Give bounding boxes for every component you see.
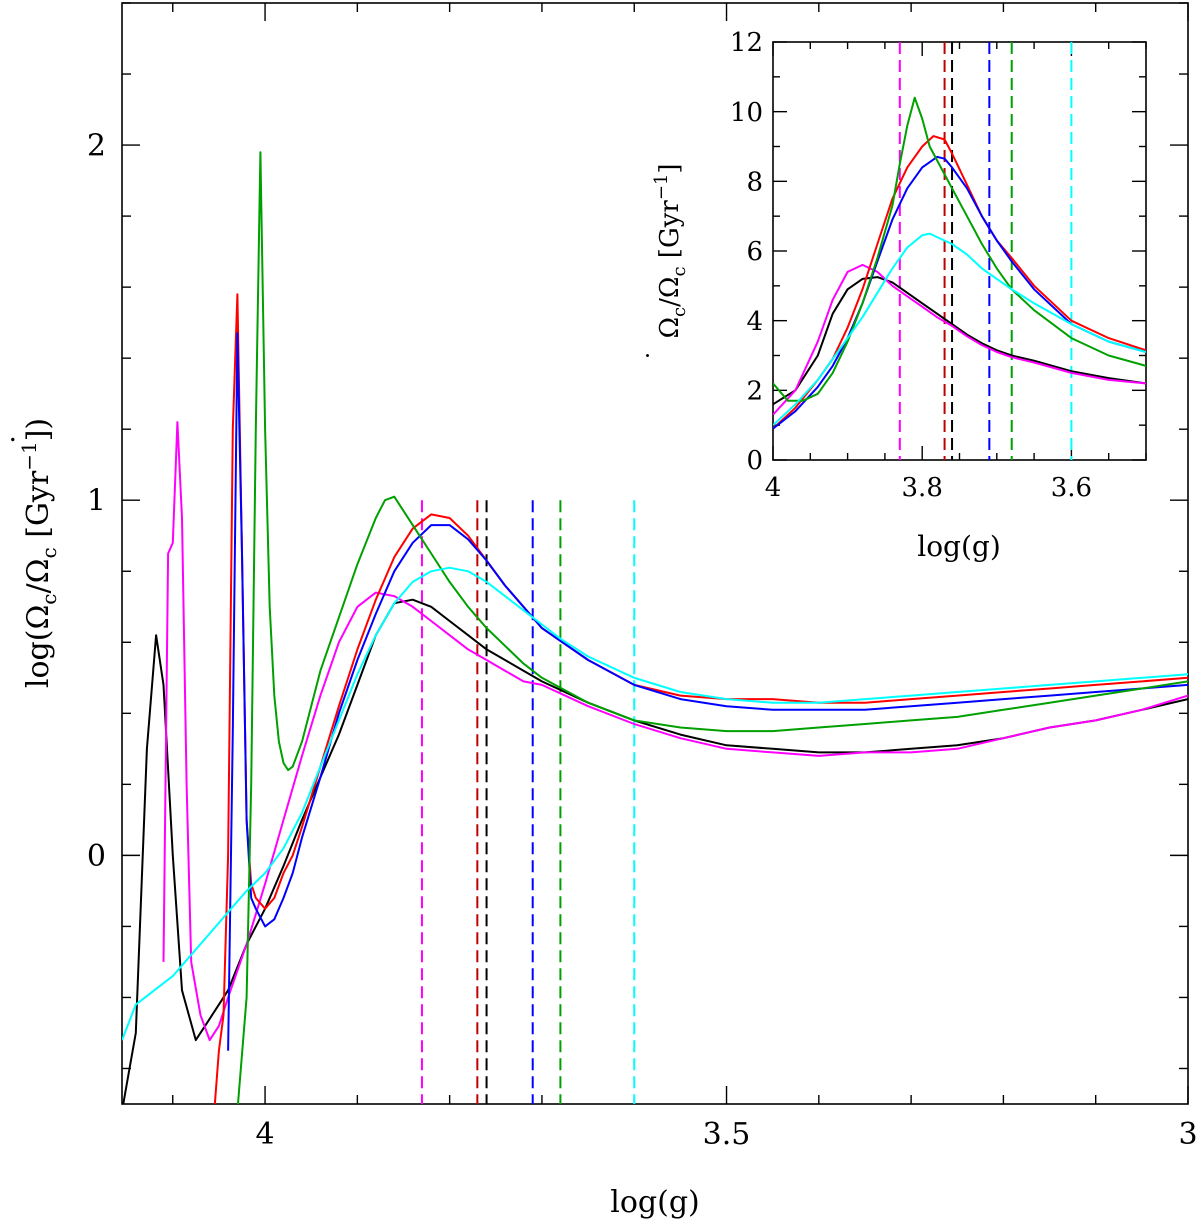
main-x-tick-label: 3.5: [703, 1117, 751, 1152]
inset-plot-panel: 4 3.8 3.6 0 2 4 6 8 10 12 log(g) Ωc/Ωc [Gyr−1] ˙: [643, 28, 1147, 563]
inset-y-tick-label: 0: [746, 446, 763, 476]
main-y-label-slash: /Ω: [21, 559, 56, 594]
inset-y-label-sup: −1: [651, 174, 672, 201]
main-x-tick-label: 4: [256, 1117, 275, 1152]
main-reference-lines: [420, 500, 636, 1104]
main-y-label-sup: −1: [17, 441, 41, 470]
main-x-axis-label: log(g): [610, 1185, 699, 1220]
inset-y-tick-label: 4: [746, 307, 763, 337]
inset-y-tick-label: 6: [746, 237, 763, 267]
main-y-label-unit: [Gyr: [21, 470, 56, 538]
main-series-0: [122, 598, 1188, 1104]
inset-tick-labels: 4 3.8 3.6 0 2 4 6 8 10 12: [730, 28, 1092, 503]
inset-y-label-sub2: c: [669, 266, 690, 276]
inset-y-label-slash: /Ω: [655, 277, 685, 307]
main-y-label-sub2: c: [37, 547, 61, 558]
main-plot-frame: [121, 2, 1189, 1105]
inset-series-2: [773, 135, 1146, 430]
main-y-label-dot: ˙: [7, 432, 42, 447]
inset-y-label-unit: [Gyr: [655, 200, 685, 259]
inset-y-tick-label: 2: [746, 376, 763, 406]
main-y-label-gap: [21, 538, 56, 548]
main-y-axis-label-text: log(Ωc/Ωc [Gyr−1]): [17, 418, 61, 688]
inset-reference-lines: [898, 42, 1073, 460]
inset-y-label-prefix: Ω: [655, 317, 685, 339]
inset-y-tick-label: 12: [730, 28, 763, 58]
main-y-label-close: ]): [21, 418, 56, 441]
inset-y-label-gap: [655, 258, 685, 266]
main-series-3: [227, 332, 1188, 1051]
main-y-tick-label: 2: [87, 129, 106, 164]
inset-axis-ticks: [772, 41, 1147, 461]
inset-y-tick-label: 8: [746, 167, 763, 197]
inset-x-axis-label: log(g): [917, 530, 1001, 563]
inset-series-3: [773, 155, 1146, 430]
main-series-1: [162, 421, 1188, 1042]
inset-x-tick-label: 3.6: [1051, 473, 1092, 503]
main-y-axis-label: log(Ωc/Ωc [Gyr−1]): [17, 418, 61, 688]
inset-series-5: [773, 232, 1146, 426]
main-y-label-prefix: log(Ω: [21, 605, 56, 688]
main-tick-labels: 4 3.5 3 0 1 2: [87, 129, 1198, 1152]
inset-y-tick-label: 10: [730, 98, 763, 128]
main-series-4: [236, 151, 1188, 1104]
inset-y-label-dot: ˙: [643, 349, 673, 362]
main-x-tick-label: 3: [1178, 1117, 1197, 1152]
main-series-5: [122, 566, 1188, 1041]
inset-series-0: [773, 276, 1146, 406]
inset-series-1: [773, 263, 1146, 416]
inset-plot-frame: [772, 41, 1147, 461]
inset-y-axis-label-text: Ωc/Ωc [Gyr−1]: [651, 163, 690, 338]
main-y-tick-label: 0: [87, 839, 106, 874]
main-series-group: [122, 151, 1188, 1104]
main-y-label-sub: c: [37, 593, 61, 604]
main-y-tick-label: 1: [87, 484, 106, 519]
inset-series-group: [773, 96, 1146, 430]
inset-x-tick-label: 4: [765, 473, 782, 503]
inset-x-tick-label: 3.8: [902, 473, 943, 503]
inset-y-axis-label: Ωc/Ωc [Gyr−1]: [651, 163, 690, 338]
inset-y-label-close: ]: [655, 163, 685, 173]
inset-y-label-sub: c: [669, 307, 690, 317]
